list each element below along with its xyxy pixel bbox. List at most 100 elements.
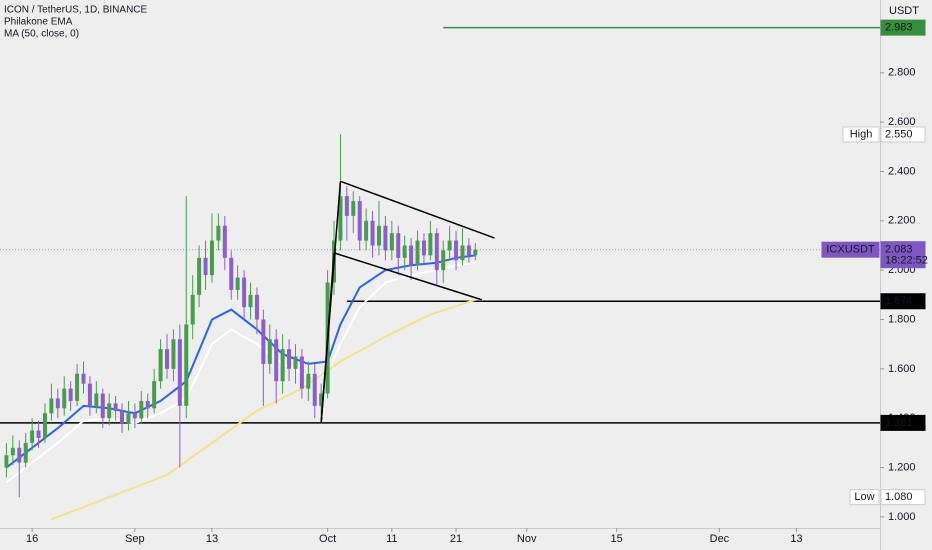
price-tag — [880, 19, 926, 36]
candle-body — [370, 220, 375, 246]
y-tick-label: 2.400 — [888, 165, 916, 177]
trend-line — [340, 180, 495, 239]
candle-body — [447, 240, 452, 251]
x-tick-label: Nov — [517, 533, 537, 545]
x-tick-label: 13 — [206, 533, 218, 545]
candle-body — [460, 245, 465, 261]
candle-body — [396, 233, 401, 258]
candle-body — [254, 294, 259, 320]
candle-body — [434, 233, 439, 271]
price-tag-title: ICXUSDT — [826, 244, 875, 256]
countdown: 18:22:52 — [885, 255, 928, 267]
candle-body — [197, 257, 202, 295]
candle-body — [100, 393, 105, 419]
price-tag-label: 2.983 — [885, 22, 913, 34]
y-tick-label: 1.000 — [888, 511, 916, 523]
candle-body — [402, 245, 407, 258]
candle-body — [184, 324, 189, 406]
candle-body — [299, 356, 304, 389]
candle-body — [158, 349, 163, 382]
candle-body — [229, 257, 234, 290]
x-tick-label: 11 — [386, 533, 397, 545]
candle-body — [306, 373, 311, 389]
y-tick-label: 1.200 — [888, 461, 916, 473]
plot-area — [0, 26, 880, 521]
candle-body — [242, 277, 247, 308]
indicator-line — [51, 298, 476, 521]
candle-body — [280, 349, 285, 382]
trend-line — [320, 252, 335, 423]
trend-line — [333, 252, 482, 301]
price-tag-title-box — [849, 489, 880, 506]
candle-body — [473, 249, 478, 256]
indicator-line — [5, 261, 476, 484]
candle-body — [23, 442, 28, 463]
x-tick-label: Oct — [319, 533, 336, 545]
price-tag — [880, 241, 926, 269]
candle-body — [274, 339, 279, 382]
price-tag-label: 1.080 — [885, 491, 913, 503]
candle-body — [389, 233, 394, 251]
candle-body — [75, 373, 80, 401]
candle-body — [152, 381, 157, 409]
candle-body — [364, 220, 369, 241]
candle-body — [126, 413, 131, 424]
x-tick-label: 15 — [611, 533, 623, 545]
axis-unit: USDT — [889, 5, 919, 17]
x-tick-label: Sep — [125, 533, 145, 545]
candle-body — [55, 398, 60, 409]
candle-body — [49, 398, 54, 414]
price-tag-title-box — [821, 241, 880, 258]
chart-title: ICON / TetherUS, 1D, BINANCE — [4, 5, 148, 16]
candle-body — [441, 250, 446, 271]
price-tag-title-box — [842, 126, 880, 143]
candle-body — [357, 201, 362, 241]
indicator-legend: Philakone EMA — [4, 17, 73, 28]
candle-body — [383, 225, 388, 251]
candle-body — [209, 240, 214, 276]
price-tag-label: 1.381 — [885, 417, 913, 429]
price-tag-title: Low — [854, 491, 874, 503]
candle-body — [287, 349, 292, 369]
candle-body — [267, 339, 272, 364]
candle-body — [344, 196, 349, 216]
candle-body — [171, 339, 176, 369]
candle-body — [415, 240, 420, 266]
x-tick-label: Dec — [710, 533, 730, 545]
price-tag — [880, 126, 926, 143]
price-tag-label: 2.083 — [885, 244, 913, 256]
x-tick-label: 16 — [26, 533, 38, 545]
candle-body — [261, 319, 266, 364]
candle-body — [62, 388, 67, 409]
candle-body — [222, 225, 227, 258]
indicator-legend: MA (50, close, 0) — [4, 29, 79, 40]
candle-body — [165, 349, 170, 369]
x-tick-label: 13 — [790, 533, 802, 545]
price-tag — [880, 414, 926, 431]
candle-body — [454, 240, 459, 261]
candle-body — [94, 393, 99, 406]
candle-body — [376, 225, 381, 246]
price-tag-label: 2.550 — [885, 128, 913, 140]
candle-body — [190, 294, 195, 325]
candle-body — [68, 388, 73, 401]
candle-body — [36, 430, 41, 438]
candle-body — [139, 400, 144, 419]
candle-body — [338, 196, 343, 241]
price-tag-label: 1.874 — [885, 295, 913, 307]
candle-body — [466, 245, 471, 256]
price-tag-title: High — [850, 128, 873, 140]
candle-body — [248, 294, 253, 308]
candle-body — [107, 403, 112, 419]
candle-body — [4, 455, 9, 468]
candle-body — [81, 373, 86, 384]
candle-body — [203, 257, 208, 276]
candle-body — [87, 383, 92, 406]
y-tick-label: 1.800 — [888, 313, 916, 325]
candle-body — [293, 356, 298, 369]
candle-body — [42, 413, 47, 438]
candle-body — [428, 233, 433, 256]
